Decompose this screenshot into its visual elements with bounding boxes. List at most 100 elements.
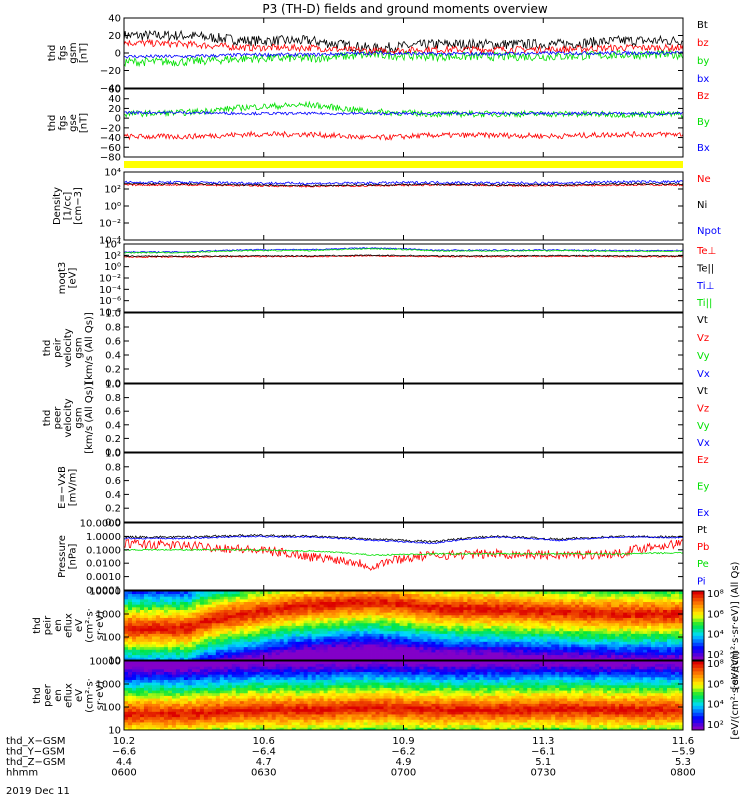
heatmap-cell — [451, 644, 456, 648]
heatmap-cell — [247, 708, 253, 712]
heatmap-cell — [631, 622, 636, 626]
heatmap-cell — [407, 641, 412, 645]
heatmap-cell — [595, 633, 600, 637]
heatmap-cell — [627, 644, 632, 648]
heatmap-cell — [243, 698, 249, 702]
heatmap-cell — [319, 604, 325, 608]
heatmap-cell — [211, 612, 217, 616]
heatmap-cell — [135, 657, 141, 661]
heatmap-cell — [363, 636, 368, 640]
heatmap-cell — [415, 636, 420, 640]
heatmap-cell — [259, 652, 265, 656]
heatmap-cell — [219, 638, 225, 642]
heatmap-cell — [411, 604, 416, 608]
heatmap-cell — [591, 601, 596, 605]
heatmap-cell — [663, 633, 668, 637]
heatmap-cell — [555, 593, 560, 597]
heatmap-cell — [631, 649, 636, 653]
heatmap-cell — [351, 604, 356, 608]
heatmap-cell — [299, 620, 305, 624]
legend-bx: bx — [697, 74, 709, 85]
heatmap-cell — [243, 684, 249, 688]
heatmap-cell — [651, 625, 656, 629]
heatmap-cell — [171, 700, 177, 704]
heatmap-cell — [271, 617, 277, 621]
heatmap-cell — [555, 612, 560, 616]
heatmap-cell — [355, 649, 360, 653]
heatmap-cell — [395, 598, 400, 603]
heatmap-cell — [487, 638, 492, 642]
heatmap-cell — [203, 633, 209, 637]
heatmap-cell — [659, 630, 664, 634]
heatmap-cell — [159, 687, 165, 691]
heatmap-cell — [467, 591, 472, 595]
heatmap-cell — [467, 652, 472, 656]
heatmap-cell — [163, 663, 169, 667]
heatmap-cell — [483, 644, 488, 648]
heatmap-cell — [467, 606, 472, 610]
heatmap-cell — [283, 646, 289, 650]
heatmap-cell — [631, 657, 636, 661]
heatmap-cell — [151, 663, 157, 667]
heatmap-cell — [603, 604, 608, 608]
heatmap-cell — [223, 711, 229, 715]
heatmap-cell — [175, 722, 181, 726]
heatmap-cell — [255, 630, 261, 634]
heatmap-cell — [267, 633, 273, 637]
heatmap-cell — [679, 617, 684, 621]
legend-Ni: Ni — [697, 200, 707, 211]
heatmap-cell — [183, 684, 189, 688]
heatmap-cell — [627, 609, 632, 613]
heatmap-cell — [255, 601, 261, 605]
heatmap-cell — [279, 593, 285, 597]
heatmap-cell — [663, 628, 668, 632]
heatmap-cell — [347, 649, 352, 653]
heatmap-cell — [443, 598, 448, 603]
heatmap-cell — [391, 638, 396, 642]
heatmap-cell — [167, 682, 173, 686]
heatmap-cell — [579, 636, 584, 640]
y-axis-label: [km/s (All Qs)] — [84, 382, 95, 454]
heatmap-cell — [451, 604, 456, 608]
heatmap-cell — [491, 598, 496, 603]
heatmap-cell — [279, 591, 285, 595]
heatmap-cell — [447, 630, 452, 634]
heatmap-cell — [247, 606, 253, 610]
heatmap-cell — [199, 636, 205, 640]
heatmap-cell — [319, 644, 325, 648]
heatmap-cell — [263, 724, 269, 728]
heatmap-cell — [543, 612, 548, 616]
y-tick-label: 1.0000 — [86, 532, 121, 543]
heatmap-cell — [427, 598, 432, 603]
heatmap-cell — [383, 614, 388, 618]
heatmap-cell — [347, 638, 352, 642]
heatmap-cell — [539, 601, 544, 605]
heatmap-cell — [163, 682, 169, 686]
heatmap-cell — [259, 724, 265, 728]
heatmap-cell — [319, 649, 325, 653]
heatmap-cell — [143, 716, 149, 720]
heatmap-cell — [267, 652, 273, 656]
heatmap-cell — [124, 657, 129, 661]
heatmap-cell — [343, 591, 348, 595]
heatmap-cell — [463, 614, 468, 618]
heatmap-cell — [499, 646, 504, 650]
heatmap-cell — [583, 601, 588, 605]
heatmap-cell — [307, 606, 313, 610]
heatmap-cell — [583, 652, 588, 656]
heatmap-cell — [447, 636, 452, 640]
heatmap-cell — [487, 612, 492, 616]
heatmap-cell — [343, 636, 348, 640]
heatmap-cell — [559, 652, 564, 656]
heatmap-cell — [383, 620, 388, 624]
heatmap-cell — [567, 630, 572, 634]
heatmap-cell — [231, 700, 237, 704]
heatmap-cell — [124, 695, 129, 699]
heatmap-cell — [135, 724, 141, 728]
heatmap-cell — [223, 716, 229, 720]
heatmap-cell — [503, 654, 508, 658]
heatmap-cell — [419, 620, 424, 624]
heatmap-cell — [411, 596, 416, 600]
series-line-Pe — [123, 548, 684, 556]
panel-frame — [123, 383, 684, 453]
